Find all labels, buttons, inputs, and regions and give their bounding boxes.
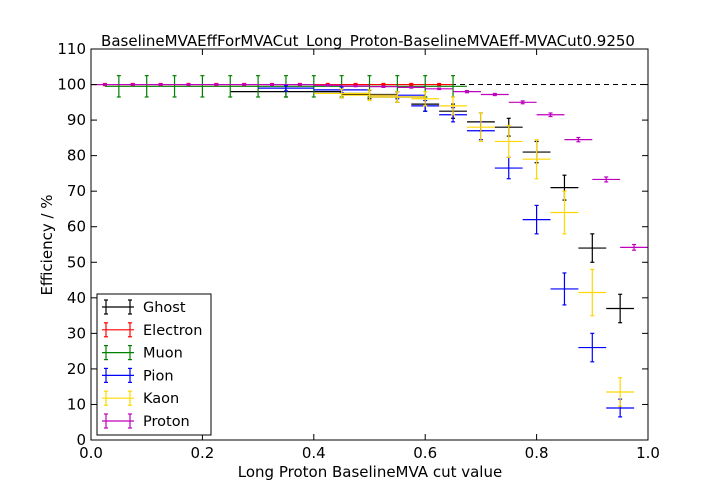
series-proton [91,83,648,251]
y-tick-label: 80 [67,147,86,165]
legend-marker [102,299,134,315]
legend-entry-kaon: Kaon [102,390,179,407]
data-point [132,75,161,98]
data-point [508,100,537,105]
legend-box [96,293,212,436]
data-point [118,83,147,86]
data-point [202,83,231,86]
data-point [606,377,635,407]
y-tick-label: 20 [67,360,86,378]
data-point [258,83,286,86]
data-point [620,243,648,251]
legend-marker [102,322,134,338]
legend: Ghost Electron Muon Pion Kaon Proton [96,293,212,436]
data-point [230,83,259,86]
x-tick-label: 0.6 [413,444,437,462]
legend-label: Electron [143,323,202,339]
legend-entry-pion: Pion [102,367,174,384]
y-tick-label: 10 [67,395,86,413]
data-point [285,83,314,86]
data-point [480,92,509,97]
data-point [188,75,217,98]
data-point [550,190,579,235]
y-tick-label: 100 [57,76,86,94]
data-point [550,272,579,306]
data-point [578,233,607,263]
legend-label: Ghost [143,300,186,316]
data-point [425,82,454,87]
data-point [369,91,426,103]
y-tick-label: 60 [67,218,86,236]
series-kaon [313,88,635,407]
data-point [578,332,607,363]
legend-entry-proton: Proton [102,413,190,430]
y-axis-label: Efficiency / % [38,194,56,295]
data-point [522,204,551,235]
legend-label: Muon [143,346,183,362]
data-point [369,85,398,88]
data-point [466,112,495,143]
data-point [606,293,635,324]
data-point [536,112,565,118]
data-point [341,84,370,88]
data-point [313,88,370,99]
data-point [578,268,607,317]
y-tick-label: 70 [67,182,86,200]
data-point [425,87,454,91]
data-point [146,83,175,86]
data-point [341,89,398,102]
y-tick-label: 90 [67,111,86,129]
x-tick-label: 1.0 [636,444,660,462]
x-tick-label: 0.8 [525,444,549,462]
data-point [411,91,440,107]
data-point [216,75,245,98]
legend-entry-ghost: Ghost [102,299,186,316]
data-point [160,75,189,98]
data-point [104,75,133,98]
legend-label: Kaon [143,391,179,407]
data-point [313,83,342,87]
legend-label: Pion [143,368,174,384]
y-tick-label: 50 [67,253,86,271]
legend-entry-muon: Muon [102,345,183,362]
y-tick-label: 0 [76,431,86,449]
data-point [258,84,314,92]
x-tick-label: 0.4 [302,444,326,462]
y-tick-label: 110 [57,40,86,58]
legend-marker [102,390,134,406]
legend-entry-electron: Electron [102,322,202,339]
data-point [494,124,523,159]
legend-marker [102,413,134,429]
chart-title: BaselineMVAEffForMVACut_Long_Proton-Base… [101,32,635,51]
data-point [564,136,593,143]
data-point [522,139,551,180]
legend-label: Proton [143,414,190,430]
axis-ticks: 0.0 0.2 0.4 0.6 0.8 1.0 0 10 20 30 40 50 60 70 80 90 100… [57,40,660,462]
data-point [174,83,203,86]
data-point [439,96,467,116]
series-layer [91,75,648,418]
data-point [592,176,621,183]
legend-marker [102,345,134,361]
legend-marker [102,367,134,383]
x-tick-label: 0.2 [190,444,214,462]
plot-frame [90,48,649,441]
data-point [453,89,481,94]
data-point [397,86,426,89]
data-point [244,75,273,98]
data-point [397,82,426,87]
y-tick-label: 30 [67,324,86,342]
x-axis-label: Long Proton BaselineMVA cut value [238,463,502,481]
y-tick-label: 40 [67,289,86,307]
x-tick-label: 0.0 [79,444,103,462]
